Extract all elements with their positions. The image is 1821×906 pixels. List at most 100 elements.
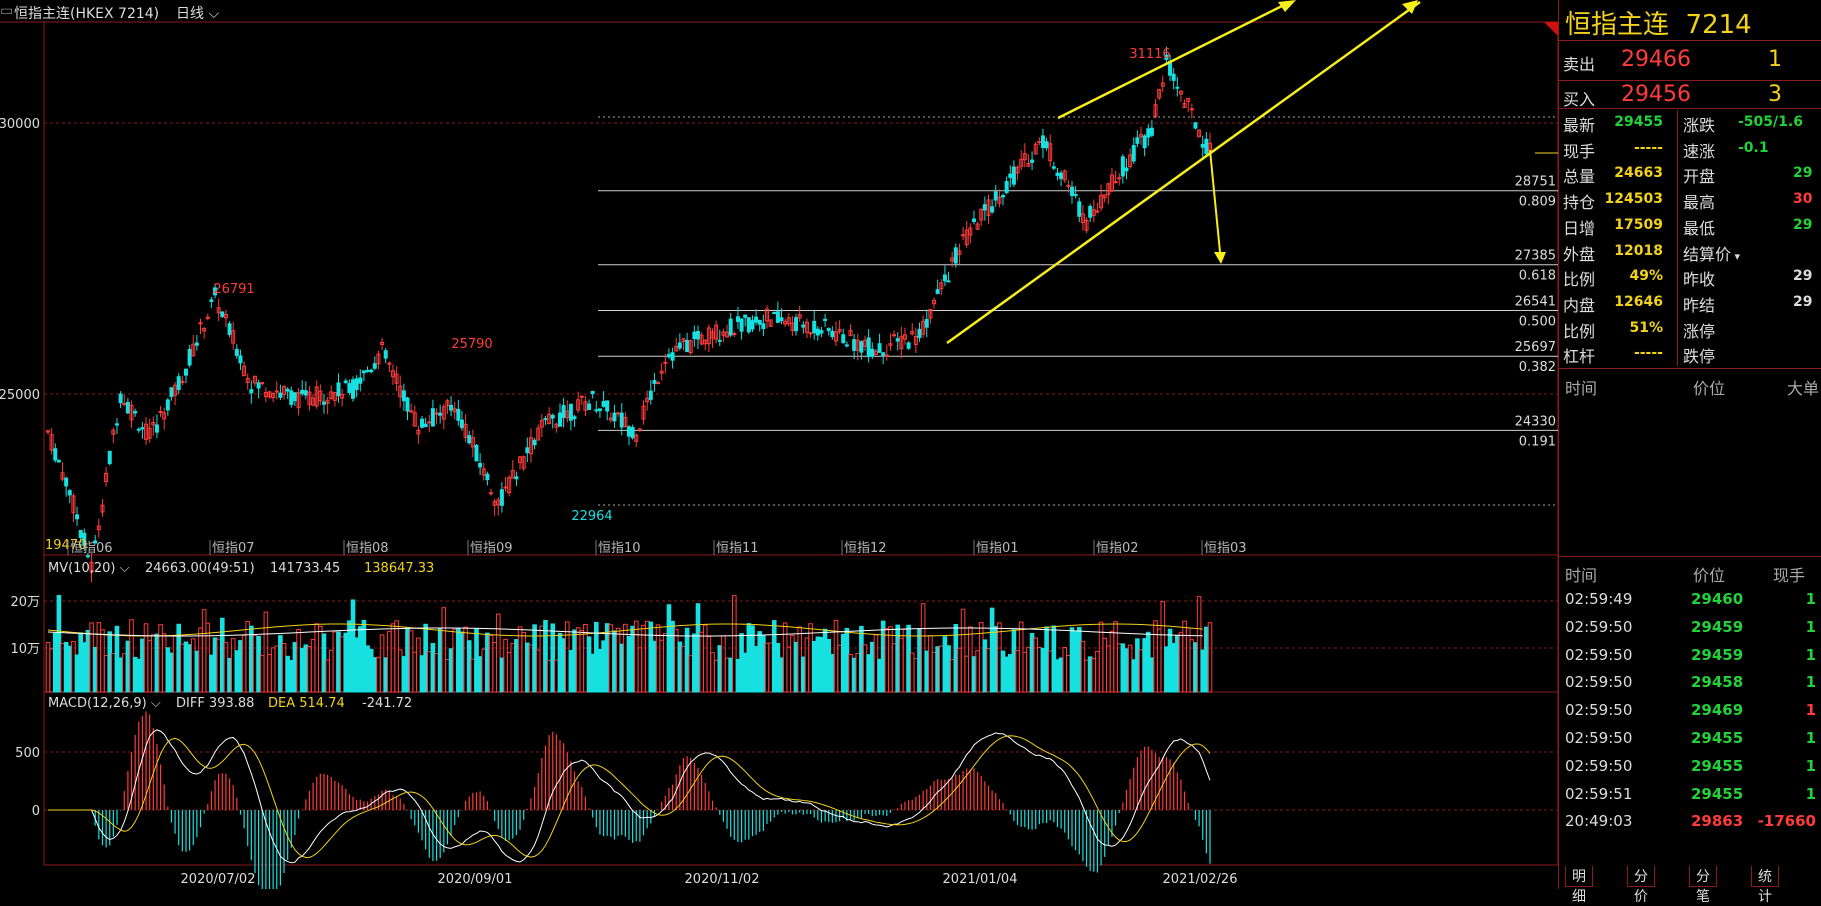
candle-body — [710, 331, 715, 339]
candle-body — [64, 477, 69, 487]
candle-body — [249, 389, 254, 394]
tick-col-time: 时间 — [1565, 566, 1598, 585]
candle-body — [489, 492, 494, 495]
candle-body — [303, 390, 308, 396]
quote-title-name: 恒指主连 — [1565, 10, 1670, 40]
candle-body — [772, 311, 777, 314]
volume-bar — [710, 652, 715, 693]
volume-bar — [619, 643, 625, 693]
volume-bar — [52, 632, 58, 693]
candle-body — [463, 423, 468, 439]
candle-body — [801, 324, 806, 328]
volume-bar — [1033, 637, 1039, 693]
tab-3[interactable]: 统计 — [1751, 866, 1779, 905]
volume-bar — [666, 604, 672, 693]
volume-bar — [194, 650, 200, 693]
candle-body — [361, 370, 366, 374]
tab-0[interactable]: 明细 — [1565, 866, 1593, 905]
candle-body — [866, 337, 871, 358]
volume-bar — [735, 658, 741, 693]
macd-tick-label: 500 — [15, 746, 40, 761]
tab-1[interactable]: 分价 — [1627, 866, 1655, 905]
candle-body — [1142, 135, 1147, 149]
candle-body — [913, 335, 918, 346]
candle-body — [416, 429, 421, 435]
volume-bar — [466, 640, 472, 693]
quote-row: 现手 ----- 速涨 -0.1 — [1563, 138, 1818, 164]
candle-body — [176, 376, 181, 390]
candle-body — [183, 368, 188, 376]
quote-value: 29455 — [1614, 114, 1663, 130]
candle-body — [122, 402, 127, 406]
time-axis-label: 2021/01/04 — [943, 872, 1018, 887]
quote-value: 30 — [1793, 191, 1813, 208]
tick-price: 29459 — [1691, 617, 1744, 636]
volume-bar — [884, 627, 890, 693]
candle-body — [950, 257, 955, 262]
volume-bar — [354, 637, 359, 693]
candle-body — [227, 323, 232, 335]
volume-bar — [514, 639, 519, 693]
candle-body — [1175, 86, 1180, 89]
candle-body — [616, 412, 621, 415]
volume-bar — [397, 649, 403, 693]
tick-row: 02:59:49 29460 1 — [1563, 590, 1818, 616]
tick-time: 02:59:50 — [1565, 617, 1633, 636]
chart-header: ▭ 恒指主连(HKEX 7214) 日线 ⌵ — [0, 0, 1560, 22]
mv-indicator-label: MV(10,20) ⌵ — [48, 561, 130, 576]
kline-chart[interactable]: 30000 25000 20万 10万 500 0 28751 0.809 27385 0.618… — [0, 0, 1558, 889]
tick-qty: 1 — [1805, 617, 1816, 636]
volume-bar — [1124, 648, 1129, 693]
period-dropdown[interactable]: 日线 ⌵ — [176, 3, 219, 23]
quote-value: 24663 — [1614, 165, 1663, 182]
candle-body — [783, 320, 788, 325]
candle-body — [242, 365, 247, 377]
candle-body — [133, 410, 138, 414]
volume-bar — [394, 620, 399, 693]
candle-body — [518, 456, 523, 464]
candle-body — [78, 529, 83, 538]
volume-tick-label: 10万 — [10, 642, 40, 657]
tick-time: 20:49:03 — [1565, 812, 1633, 831]
volume-bar — [888, 626, 893, 693]
fib-price-label: 26541 — [1515, 294, 1556, 309]
candle-body — [935, 289, 940, 295]
candle-body — [456, 408, 461, 421]
candle-body — [1044, 141, 1049, 149]
volume-bar — [216, 638, 221, 693]
candle-body — [1099, 194, 1104, 209]
candle-body — [1149, 127, 1154, 136]
quote-label[interactable]: 结算价 ▾ — [1683, 244, 1741, 264]
candle-body — [173, 384, 178, 396]
volume-bar — [699, 631, 704, 693]
tab-2[interactable]: 分笔 — [1689, 866, 1717, 905]
volume-bar — [129, 619, 134, 693]
volume-bar — [267, 654, 272, 693]
volume-bar — [82, 642, 87, 693]
volume-bar — [673, 628, 679, 693]
volume-bar — [169, 652, 174, 693]
quote-row: 比例 51% 涨停 — [1563, 318, 1818, 344]
annotation-low: 22964 — [571, 509, 612, 524]
mv20-line — [47, 627, 1203, 637]
panel-toggle-icon[interactable]: ▭ — [0, 3, 14, 19]
volume-bar — [111, 653, 116, 693]
candle-body — [1033, 143, 1038, 155]
volume-bar — [630, 625, 635, 693]
volume-bar — [220, 617, 225, 693]
candle-body — [434, 412, 439, 415]
candle-body — [979, 208, 984, 221]
price-tick-label: 30000 — [0, 117, 40, 132]
tick-qty: 1 — [1805, 673, 1816, 692]
candle-body — [572, 416, 577, 420]
fib-ratio-label: 0.618 — [1519, 269, 1556, 284]
candle-body — [470, 437, 475, 448]
volume-bar — [949, 659, 955, 693]
volume-bar — [481, 648, 487, 693]
candle-body — [452, 408, 457, 413]
candle-body — [619, 412, 624, 428]
volume-bar — [688, 655, 694, 693]
volume-bar — [434, 653, 439, 693]
volume-bar — [343, 632, 349, 693]
volume-bar — [862, 644, 868, 693]
